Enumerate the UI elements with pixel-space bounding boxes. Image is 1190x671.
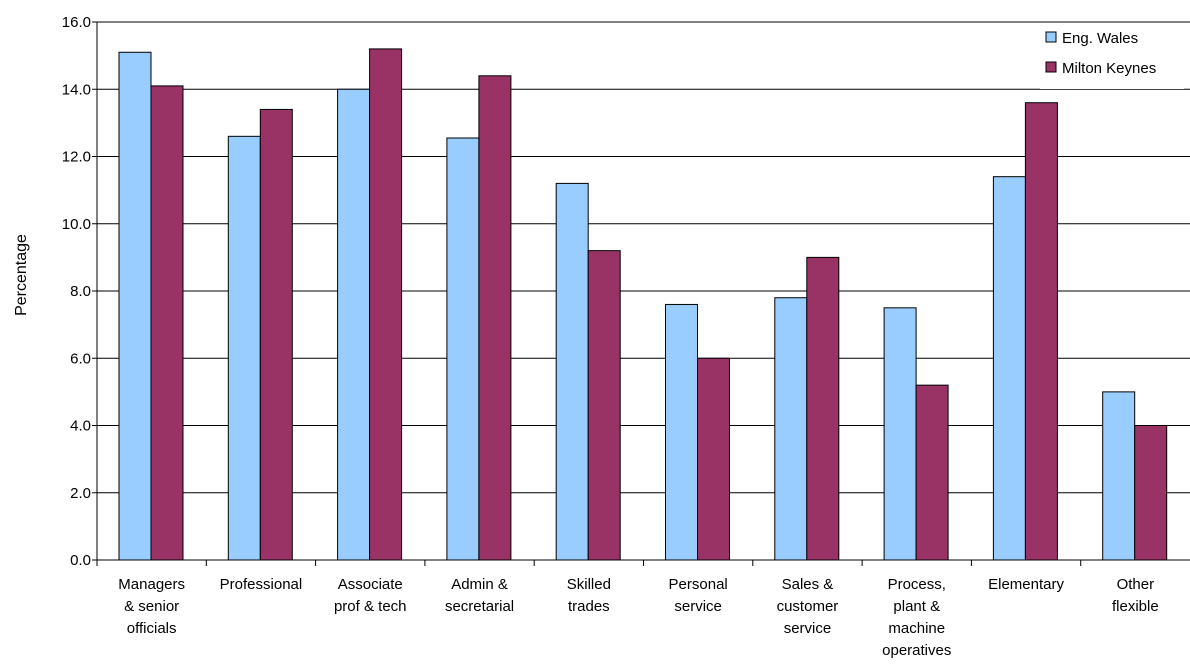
bar-eng-wales (665, 303, 698, 561)
y-tick-label: 8.0 (70, 283, 91, 300)
x-category-label: Professional (220, 576, 303, 593)
bar-eng-wales (555, 182, 589, 561)
x-category-label: Elementary (988, 576, 1064, 593)
y-tick-labels: 0.0 2.0 4.0 6.0 8.0 10.0 12.0 14.0 16.0 (62, 14, 91, 569)
bar-eng-wales (1102, 391, 1136, 561)
legend-label: Eng. Wales (1062, 30, 1138, 47)
legend-swatch (1045, 61, 1057, 73)
x-category-labels: Managers & senior officials Professional Ass… (118, 576, 1158, 659)
x-category-label: Process, plant & machine operatives (882, 576, 951, 659)
bar-eng-wales (992, 176, 1026, 561)
bar-eng-wales (774, 297, 808, 561)
x-category-label: Admin & secretarial (445, 576, 514, 615)
bar-milton-keynes (915, 384, 949, 561)
x-category-label: Sales & customer service (777, 576, 839, 637)
bar-milton-keynes (369, 48, 403, 561)
x-category-label: Personal service (669, 576, 728, 615)
bar-eng-wales (118, 51, 152, 561)
legend-label: Milton Keynes (1062, 60, 1156, 77)
bar-milton-keynes (150, 85, 184, 561)
y-tick-label: 16.0 (62, 14, 91, 31)
y-tick-label: 4.0 (70, 418, 91, 435)
bar-milton-keynes (1024, 102, 1058, 561)
bar-milton-keynes (806, 256, 840, 561)
bar-eng-wales (337, 88, 371, 561)
bar-milton-keynes (1134, 425, 1168, 561)
y-tick-label: 6.0 (70, 350, 91, 367)
bar-milton-keynes (478, 75, 512, 561)
bar-milton-keynes (697, 357, 730, 561)
x-category-label: Other flexible (1112, 576, 1159, 615)
bar-eng-wales (227, 135, 261, 561)
legend: Eng. Wales Milton Keynes (1040, 25, 1184, 89)
y-tick-label: 10.0 (62, 216, 91, 233)
x-category-label: Skilled trades (567, 576, 611, 615)
y-axis-label: Percentage (13, 234, 30, 316)
x-category-label: Associate prof & tech (334, 576, 407, 615)
x-category-label: Managers & senior officials (118, 576, 185, 637)
bars (118, 48, 1168, 561)
y-tick-label: 2.0 (70, 485, 91, 502)
y-tick-label: 0.0 (70, 552, 91, 569)
legend-swatch (1045, 31, 1057, 43)
bar-eng-wales (446, 137, 480, 561)
y-tick-label: 14.0 (62, 81, 91, 98)
axes (92, 21, 1190, 566)
bar-milton-keynes (587, 250, 621, 561)
bar-eng-wales (883, 307, 917, 561)
y-tick-label: 12.0 (62, 149, 91, 166)
legend-box (1040, 25, 1184, 89)
bar-milton-keynes (259, 108, 293, 561)
